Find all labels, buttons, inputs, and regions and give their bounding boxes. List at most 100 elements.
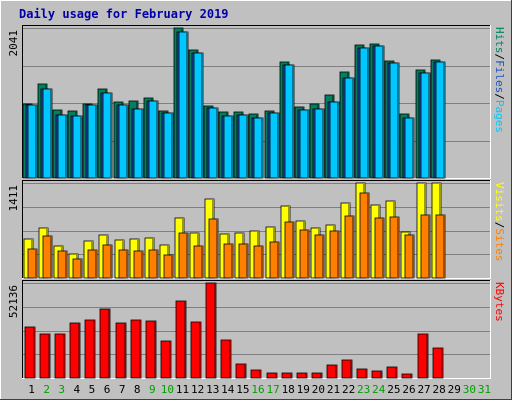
bar-shade xyxy=(244,364,246,378)
x-tick-day-1: 1 xyxy=(28,383,35,396)
bar-shade xyxy=(139,320,141,378)
bar-shade xyxy=(78,323,80,378)
bar-shade xyxy=(322,109,324,178)
series-label-visits: Visits xyxy=(493,182,506,222)
bar-shade xyxy=(246,115,248,178)
bar-shade xyxy=(428,73,430,178)
bar-shade xyxy=(141,251,143,278)
x-tick-day-29: 29 xyxy=(448,383,461,396)
panel-max-label: 52136 xyxy=(7,285,20,318)
bar-shade xyxy=(352,216,354,278)
x-tick-day-3: 3 xyxy=(58,383,65,396)
x-tick-day-26: 26 xyxy=(402,383,415,396)
bar-shade xyxy=(352,78,354,178)
x-tick-day-14: 14 xyxy=(221,383,235,396)
bar-shade xyxy=(292,222,294,278)
panel-max-label: 2041 xyxy=(7,30,20,57)
bar-shade xyxy=(216,219,218,278)
bar-shade xyxy=(320,373,322,378)
x-tick-day-22: 22 xyxy=(342,383,355,396)
bar-shade xyxy=(35,105,37,178)
series-label-sites: Sites xyxy=(493,228,506,261)
x-tick-day-12: 12 xyxy=(191,383,204,396)
bar-shade xyxy=(50,89,52,178)
bar-shade xyxy=(80,259,82,278)
x-tick-day-8: 8 xyxy=(134,383,141,396)
bar-shade xyxy=(307,110,309,178)
bar-shade xyxy=(246,244,248,278)
bar-shade xyxy=(186,32,188,178)
bar-shade xyxy=(156,250,158,278)
bar-shade xyxy=(412,235,414,278)
bar-shade xyxy=(108,309,110,378)
bar-shade xyxy=(367,48,369,178)
bar-shade xyxy=(50,236,52,278)
bar-shade xyxy=(201,246,203,278)
bar-shade xyxy=(307,230,309,278)
bar-shade xyxy=(156,101,158,178)
bar-shade xyxy=(231,116,233,178)
bar-shade xyxy=(277,113,279,178)
bar-shade xyxy=(322,235,324,278)
bar-shade xyxy=(201,53,203,178)
x-tick-day-10: 10 xyxy=(161,383,174,396)
bar-shade xyxy=(277,242,279,278)
series-label-files: Files xyxy=(493,60,506,93)
bar-shade xyxy=(214,283,216,378)
bar-shade xyxy=(35,249,37,278)
bar-shade xyxy=(110,245,112,278)
bar-shade xyxy=(441,348,443,378)
bar-shade xyxy=(124,323,126,378)
x-tick-day-27: 27 xyxy=(417,383,430,396)
x-tick-day-18: 18 xyxy=(282,383,295,396)
bar-shade xyxy=(261,246,263,278)
x-tick-day-15: 15 xyxy=(236,383,249,396)
bar-shade xyxy=(305,373,307,378)
bar-shade xyxy=(397,63,399,178)
x-tick-day-2: 2 xyxy=(43,383,50,396)
bar-shade xyxy=(292,65,294,178)
x-tick-day-16: 16 xyxy=(251,383,264,396)
bar-shade xyxy=(229,340,231,378)
bar-shade xyxy=(428,215,430,278)
bar-shade xyxy=(95,250,97,278)
bar-shade xyxy=(126,105,128,178)
bar-shade xyxy=(335,365,337,378)
x-tick-day-11: 11 xyxy=(176,383,189,396)
bar-shade xyxy=(171,113,173,178)
series-label-kbytes: KBytes xyxy=(493,282,506,322)
bar-shade xyxy=(443,215,445,278)
x-tick-day-24: 24 xyxy=(372,383,386,396)
panel-series-label: KBytes xyxy=(493,282,506,322)
bar-shade xyxy=(367,193,369,278)
x-tick-labels: 1 2 3 4 5 6 7 8 9 10 11 12 13 14 15 16 17 18 19 20 21 22 23 24 2… xyxy=(28,383,491,396)
x-tick-day-17: 17 xyxy=(266,383,279,396)
chart-title: Daily usage for February 2019 xyxy=(19,7,229,21)
bar-shade xyxy=(426,334,428,378)
bar-shade xyxy=(382,218,384,278)
bar-shade xyxy=(216,108,218,178)
bar-shade xyxy=(65,251,67,278)
bar-shade xyxy=(397,217,399,278)
x-tick-day-28: 28 xyxy=(433,383,446,396)
bar-shade xyxy=(275,373,277,378)
x-tick-day-20: 20 xyxy=(312,383,325,396)
x-tick-day-5: 5 xyxy=(89,383,96,396)
bar-shade xyxy=(337,102,339,178)
bar-shade xyxy=(261,118,263,178)
bar-shade xyxy=(380,371,382,378)
panel-max-label: 1411 xyxy=(7,185,20,212)
bar-shade xyxy=(412,118,414,178)
series-label-pages: Pages xyxy=(493,100,506,133)
bar-shade xyxy=(290,373,292,378)
bar-shade xyxy=(184,301,186,378)
bar-shade xyxy=(365,369,367,378)
x-tick-day-7: 7 xyxy=(119,383,126,396)
x-tick-day-9: 9 xyxy=(149,383,156,396)
x-tick-day-4: 4 xyxy=(74,383,81,396)
bar-shade xyxy=(350,360,352,378)
bar-shade xyxy=(337,231,339,278)
x-tick-day-21: 21 xyxy=(327,383,340,396)
x-tick-day-31: 31 xyxy=(478,383,491,396)
bar-shade xyxy=(395,367,397,378)
